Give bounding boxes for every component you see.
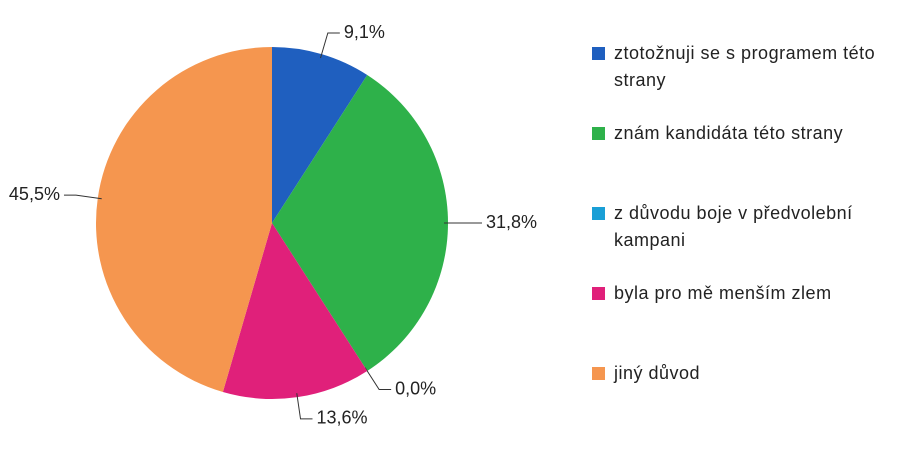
data-label: 45,5% — [9, 184, 60, 204]
legend-swatch — [592, 127, 605, 140]
legend-item: byla pro mě menším zlem — [592, 280, 832, 307]
legend-item: z důvodu boje v předvolební kampani — [592, 200, 902, 254]
legend-item: jiný důvod — [592, 360, 700, 387]
leader-line — [63, 194, 102, 200]
legend-label: ztotožnuji se s programem této strany — [614, 43, 876, 90]
legend-item: ztotožnuji se s programem této strany — [592, 40, 902, 94]
pie-slice — [272, 47, 368, 223]
legend-swatch — [592, 367, 605, 380]
data-label: 9,1% — [344, 22, 385, 42]
legend-swatch — [592, 47, 605, 60]
data-label: 31,8% — [486, 212, 537, 232]
legend-label: znám kandidáta této strany — [614, 123, 844, 143]
legend-label: z důvodu boje v předvolební kampani — [614, 203, 853, 250]
pie-slice — [222, 223, 368, 399]
leader-line — [296, 393, 313, 420]
data-label: 0,0% — [395, 378, 436, 398]
leader-line — [320, 32, 340, 59]
pie-slice — [95, 47, 272, 393]
leader-line — [364, 367, 392, 391]
legend-item: znám kandidáta této strany — [592, 120, 843, 147]
chart: 9,1% 31,8% 0,0% 13,6% 45,5% — [9, 22, 537, 428]
legend-swatch — [592, 207, 605, 220]
pie-slice — [272, 74, 449, 372]
data-label: 13,6% — [317, 408, 368, 428]
legend-label: byla pro mě menším zlem — [614, 283, 832, 303]
legend-swatch — [592, 287, 605, 300]
legend-label: jiný důvod — [614, 363, 701, 383]
